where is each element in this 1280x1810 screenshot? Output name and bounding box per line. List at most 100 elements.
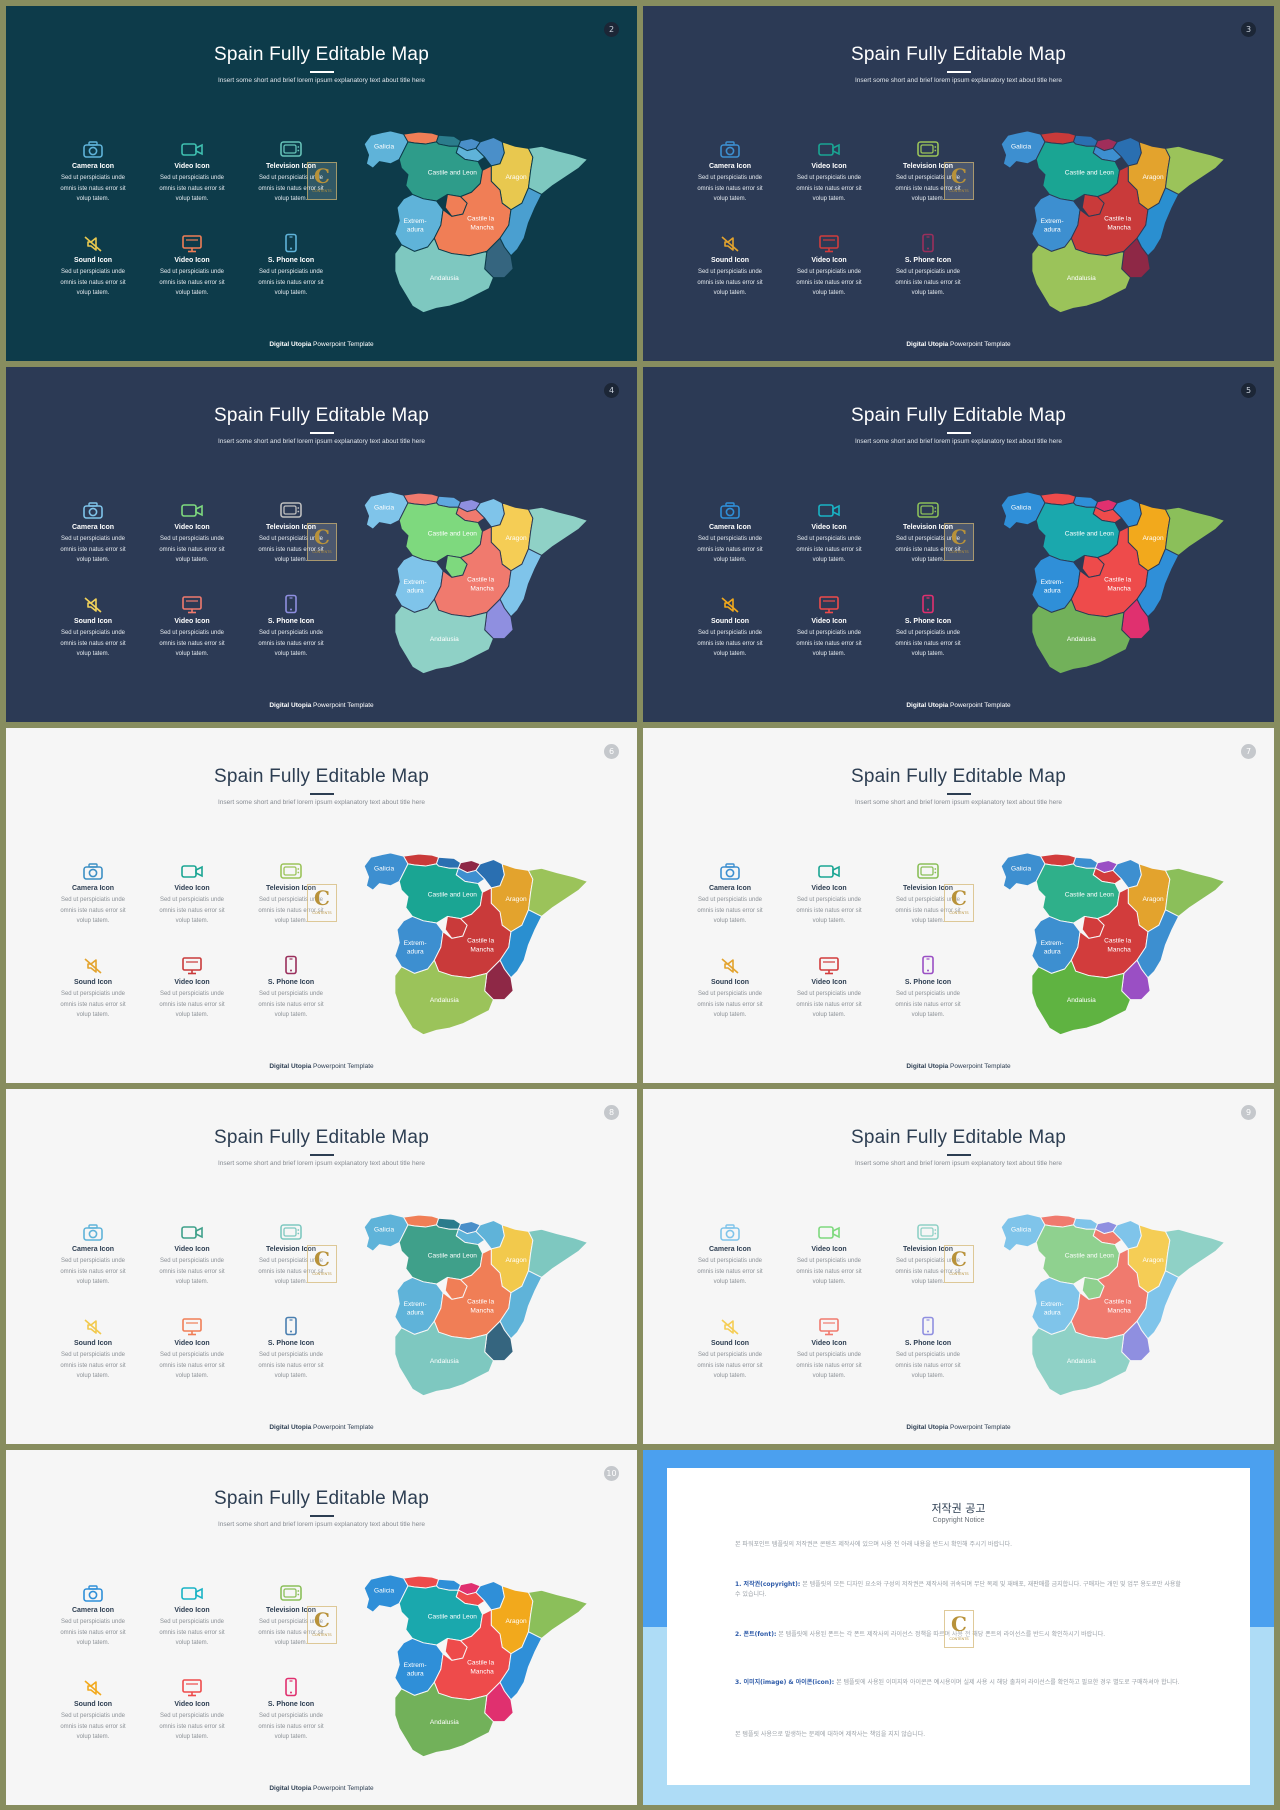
spain-map[interactable]: Galicia Castile and Leon Aragon Extrem-adur… [362, 1207, 592, 1407]
spain-map[interactable]: Galicia Castile and Leon Aragon Extrem-adur… [362, 1568, 592, 1768]
region-catalonia[interactable] [527, 867, 589, 917]
spain-map[interactable]: Galicia Castile and Leon Aragon Extrem-adur… [999, 846, 1229, 1046]
footer-brand: Digital Utopia [906, 1424, 949, 1431]
icon-item-video: Video Icon Sed ut perspiciatis unde omnis… [779, 139, 879, 205]
spain-map[interactable]: Galicia Castile and Leon Aragon Extrem-adur… [999, 124, 1229, 324]
region-andalusia[interactable] [394, 1681, 494, 1758]
region-valencia[interactable] [499, 548, 543, 618]
slide-5[interactable]: 5 Spain Fully Editable Map Insert some sho… [643, 367, 1274, 722]
slide-subtitle: Insert some short and brief lorem ipsum … [217, 77, 426, 84]
slide-footer: Digital Utopia Powerpoint Template [6, 702, 637, 709]
slide-10[interactable]: 10 Spain Fully Editable Map Insert some sh… [6, 1450, 637, 1805]
copyright-notice-slide[interactable]: 저작권 공고 Copyright Notice 본 파워포인트 템플릿의 저작권은 … [643, 1450, 1274, 1805]
icon-label: Television Icon [265, 163, 317, 170]
slide-number-badge: 4 [604, 383, 619, 398]
region-andalusia[interactable] [1031, 1320, 1131, 1397]
icon-item-camera: Camera Icon Sed ut perspiciatis unde omni… [680, 139, 780, 205]
icon-label: Video Icon [174, 524, 210, 531]
spain-map-svg[interactable]: Galicia Castile and Leon Aragon Extrem-adur… [999, 846, 1229, 1046]
region-catalonia[interactable] [1164, 1228, 1226, 1278]
slide-3[interactable]: 3 Spain Fully Editable Map Insert some sho… [643, 6, 1274, 361]
icon-description: Sed ut perspiciatis unde omnis iste natu… [895, 269, 961, 296]
icon-description: Sed ut perspiciatis unde omnis iste natu… [60, 1619, 126, 1646]
region-andalusia[interactable] [394, 237, 494, 314]
spain-map-svg[interactable]: Galicia Castile and Leon Aragon Extrem-adur… [999, 124, 1229, 324]
region-valencia[interactable] [499, 1631, 543, 1701]
region-catalonia[interactable] [527, 1589, 589, 1639]
slide-8[interactable]: 8 Spain Fully Editable Map Insert some sho… [6, 1089, 637, 1444]
region-label: Mancha [470, 224, 494, 231]
monitor-icon [180, 1316, 204, 1336]
sound-icon [718, 594, 742, 614]
region-valencia[interactable] [499, 187, 543, 257]
sound-icon [81, 594, 105, 614]
region-andalusia[interactable] [1031, 598, 1131, 675]
spain-map[interactable]: Galicia Castile and Leon Aragon Extrem-adur… [999, 485, 1229, 685]
region-navarra[interactable] [475, 497, 505, 528]
slide-7[interactable]: 7 Spain Fully Editable Map Insert some sho… [643, 728, 1274, 1083]
region-valencia[interactable] [1136, 909, 1180, 979]
spain-map-svg[interactable]: Galicia Castile and Leon Aragon Extrem-adur… [999, 485, 1229, 685]
icon-item-phone: S. Phone Icon Sed ut perspiciatis unde om… [878, 1316, 978, 1382]
region-navarra[interactable] [1112, 497, 1142, 528]
spain-map[interactable]: Galicia Castile and Leon Aragon Extrem-adur… [362, 485, 592, 685]
region-navarra[interactable] [1112, 1219, 1142, 1250]
region-andalusia[interactable] [1031, 237, 1131, 314]
region-label: Galicia [1011, 865, 1031, 872]
region-navarra[interactable] [1112, 858, 1142, 889]
slide-9[interactable]: 9 Spain Fully Editable Map Insert some sho… [643, 1089, 1274, 1444]
spain-map-svg[interactable]: Galicia Castile and Leon Aragon Extrem-adur… [362, 485, 592, 685]
region-navarra[interactable] [475, 1219, 505, 1250]
spain-map-svg[interactable]: Galicia Castile and Leon Aragon Extrem-adur… [362, 1207, 592, 1407]
icon-description: Sed ut perspiciatis unde omnis iste natu… [258, 1258, 324, 1285]
region-label: Castile and Leon [1065, 170, 1115, 177]
icon-label: Camera Icon [71, 885, 115, 892]
region-andalusia[interactable] [394, 959, 494, 1036]
region-label: Extrem- [1041, 940, 1064, 947]
region-andalusia[interactable] [394, 598, 494, 675]
spain-map-svg[interactable]: Galicia Castile and Leon Aragon Extrem-adur… [362, 1568, 592, 1768]
region-valencia[interactable] [499, 909, 543, 979]
region-catalonia[interactable] [1164, 867, 1226, 917]
region-catalonia[interactable] [1164, 506, 1226, 556]
spain-map[interactable]: Galicia Castile and Leon Aragon Extrem-adur… [362, 124, 592, 324]
icon-description: Sed ut perspiciatis unde omnis iste natu… [697, 897, 763, 924]
monitor-icon [180, 594, 204, 614]
spain-map[interactable]: Galicia Castile and Leon Aragon Extrem-adur… [999, 1207, 1229, 1407]
spain-map-svg[interactable]: Galicia Castile and Leon Aragon Extrem-adur… [362, 124, 592, 324]
icon-item-video: Video Icon Sed ut perspiciatis unde omnis… [779, 500, 879, 566]
slide-number-badge: 9 [1241, 1105, 1256, 1120]
region-catalonia[interactable] [527, 1228, 589, 1278]
region-catalonia[interactable] [1164, 145, 1226, 195]
region-label: Castile la [1104, 216, 1131, 223]
region-navarra[interactable] [475, 136, 505, 167]
region-valencia[interactable] [1136, 548, 1180, 618]
region-valencia[interactable] [1136, 187, 1180, 257]
icon-item-television: Television Icon Sed ut perspiciatis unde … [241, 1583, 341, 1649]
spain-map-svg[interactable]: Galicia Castile and Leon Aragon Extrem-adur… [999, 1207, 1229, 1407]
sound-icon [81, 1316, 105, 1336]
region-label: Castile la [467, 938, 494, 945]
icon-description: Sed ut perspiciatis unde omnis iste natu… [159, 269, 225, 296]
region-catalonia[interactable] [527, 506, 589, 556]
region-label: Mancha [1107, 585, 1131, 592]
region-andalusia[interactable] [394, 1320, 494, 1397]
region-label: Castile and Leon [1065, 892, 1115, 899]
spain-map-svg[interactable]: Galicia Castile and Leon Aragon Extrem-adur… [362, 846, 592, 1046]
region-catalonia[interactable] [527, 145, 589, 195]
slide-title: Spain Fully Editable Map [214, 405, 429, 426]
slide-6[interactable]: 6 Spain Fully Editable Map Insert some sho… [6, 728, 637, 1083]
region-navarra[interactable] [475, 1580, 505, 1611]
region-valencia[interactable] [1136, 1270, 1180, 1340]
region-label: Andalusia [430, 1358, 459, 1365]
region-navarra[interactable] [475, 858, 505, 889]
icon-description: Sed ut perspiciatis unde omnis iste natu… [796, 1258, 862, 1285]
region-navarra[interactable] [1112, 136, 1142, 167]
icon-item-phone: S. Phone Icon Sed ut perspiciatis unde om… [241, 233, 341, 299]
icon-label: Video Icon [811, 979, 847, 986]
region-andalusia[interactable] [1031, 959, 1131, 1036]
region-valencia[interactable] [499, 1270, 543, 1340]
slide-2[interactable]: 2 Spain Fully Editable Map Insert some sho… [6, 6, 637, 361]
spain-map[interactable]: Galicia Castile and Leon Aragon Extrem-adur… [362, 846, 592, 1046]
slide-4[interactable]: 4 Spain Fully Editable Map Insert some sho… [6, 367, 637, 722]
